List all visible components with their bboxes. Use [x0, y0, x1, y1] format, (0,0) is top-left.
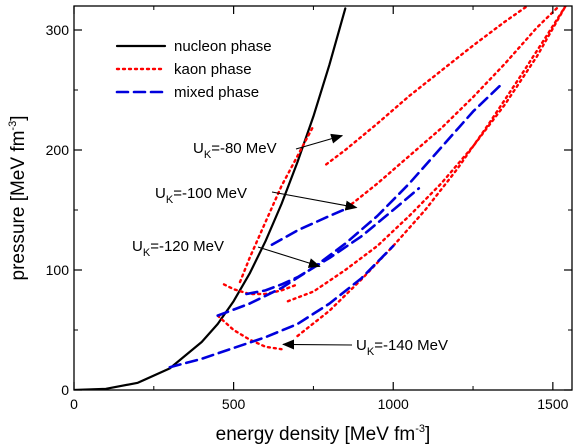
axis-ticks: 0 500 1000 1500 0 100 200 300 — [46, 6, 572, 412]
y-tick-label: 100 — [46, 262, 70, 278]
y-tick-label: 200 — [46, 142, 70, 158]
legend-label-nucleon-phase: nucleon phase — [174, 38, 272, 55]
x-axis-title: energy density [MeV fm-3] — [216, 423, 431, 445]
legend-label-kaon-phase: kaon phase — [174, 61, 252, 78]
plot-frame — [73, 5, 573, 391]
series-line-dashed-11 — [216, 82, 504, 317]
legend: nucleon phase kaon phase mixed phase — [115, 38, 272, 101]
series-line-dotted-1 — [238, 124, 315, 284]
x-tick-label: 1000 — [378, 396, 409, 412]
series-line-dotted-4 — [222, 283, 299, 296]
x-tick-label: 500 — [222, 396, 246, 412]
series-line-nucleon-phase — [74, 7, 347, 390]
annotation-arrow — [257, 246, 321, 268]
y-tick-label: 0 — [61, 382, 69, 398]
x-tick-label: 0 — [70, 396, 78, 412]
y-tick-label: 300 — [46, 22, 70, 38]
annotation-label: UK=-80 MeV — [193, 140, 277, 161]
series-line-dotted-7 — [296, 6, 567, 338]
annotation-label: UK=-120 MeV — [132, 238, 224, 259]
plot-marks — [74, 6, 567, 390]
series-line-dashed-8 — [270, 205, 353, 247]
series-line-dashed-10 — [168, 244, 395, 369]
series-line-dotted-2 — [325, 6, 529, 166]
annotations: UK=-80 MeV UK=-100 MeV UK=-120 MeV UK=-140 … — [132, 133, 448, 358]
series-line-dotted-3 — [350, 6, 561, 206]
series-line-dotted-5 — [286, 6, 567, 303]
annotation-label: UK=-100 MeV — [155, 185, 247, 206]
series-line-dotted-6 — [216, 314, 283, 351]
annotation-arrow — [295, 133, 344, 150]
legend-label-mixed-phase: mixed phase — [174, 84, 259, 101]
y-axis-title: pressure [MeV fm-3] — [7, 116, 29, 281]
annotation-arrow — [271, 191, 358, 211]
x-tick-label: 1500 — [537, 396, 568, 412]
annotation-arrow — [282, 339, 353, 350]
annotation-label: UK=-140 MeV — [356, 337, 448, 358]
